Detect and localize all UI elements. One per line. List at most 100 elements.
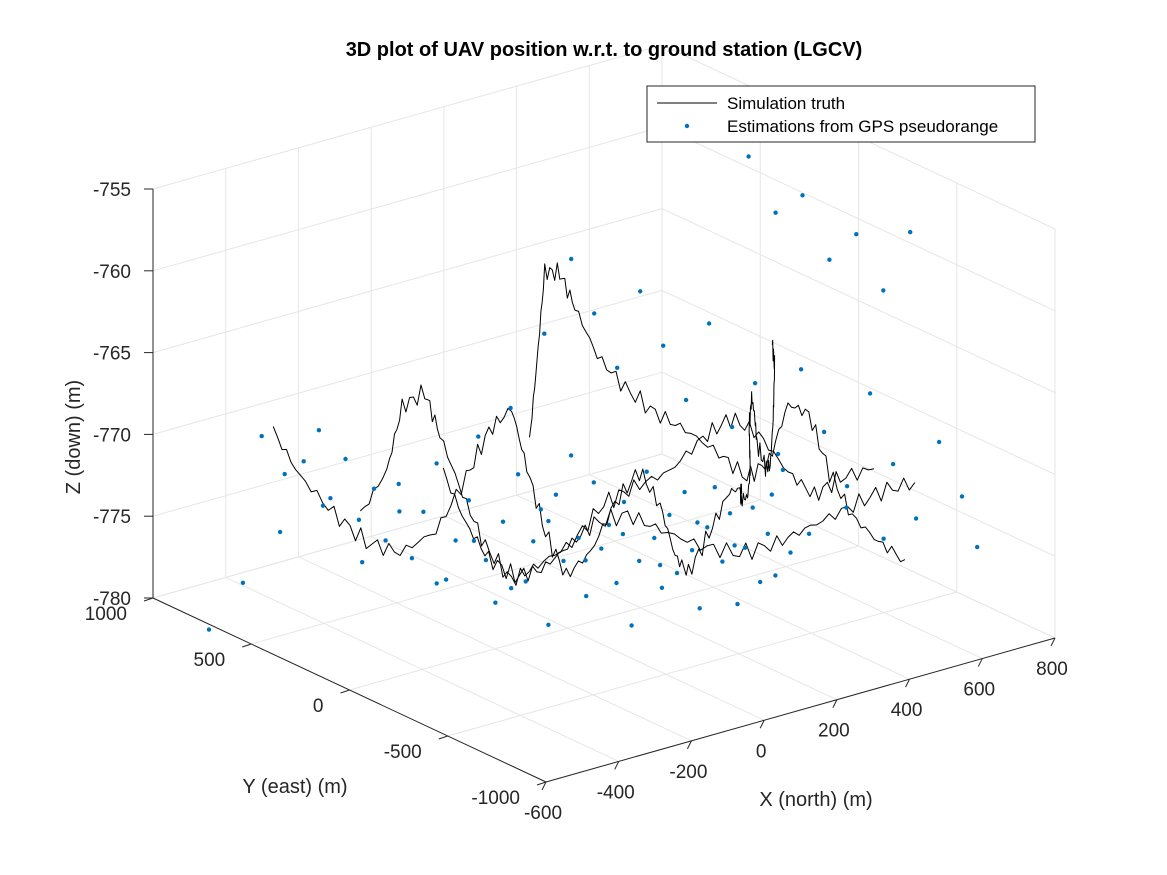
back-wall-grid-line	[152, 208, 663, 354]
legend-box	[646, 85, 1036, 143]
estimate-point	[798, 367, 804, 372]
estimate-point	[561, 558, 566, 564]
estimate-point	[908, 229, 913, 235]
x-tick-label: -200	[669, 762, 707, 783]
estimate-point	[523, 579, 528, 584]
estimate-point	[356, 517, 362, 522]
estimate-point	[476, 434, 481, 439]
estimate-point	[568, 453, 574, 458]
estimate-point	[421, 509, 426, 514]
estimate-point	[806, 531, 812, 536]
estimate-point	[881, 288, 886, 293]
legend: Simulation truth Estimations from GPS ps…	[646, 85, 1036, 143]
estimate-point	[821, 429, 827, 435]
estimate-point	[637, 558, 642, 564]
estimate-point	[466, 498, 471, 503]
x-tick-mark	[832, 699, 838, 708]
estimate-point	[320, 503, 326, 508]
z-tick-label: -770	[93, 425, 131, 446]
estimate-point	[328, 496, 333, 501]
estimate-point	[769, 492, 774, 497]
estimate-point	[614, 580, 619, 586]
side-wall-grid-line	[661, 371, 1056, 557]
estimate-point	[729, 424, 735, 430]
estimate-point	[890, 461, 896, 467]
estimate-point	[683, 397, 689, 403]
estimate-point	[936, 439, 942, 445]
x-tick-label: 0	[756, 741, 767, 762]
estimate-point	[508, 405, 513, 411]
y-tick-mark	[536, 781, 547, 786]
estimate-point	[606, 522, 612, 528]
estimate-point	[788, 550, 793, 555]
side-wall-grid-line	[661, 208, 1056, 394]
tick-marks	[143, 188, 1056, 791]
estimate-point	[674, 570, 680, 576]
back-wall-grid-line	[152, 44, 663, 190]
estimate-point	[727, 511, 733, 516]
estimate-point	[591, 480, 596, 485]
estimate-point	[844, 505, 849, 510]
estimate-point	[752, 381, 758, 386]
estimate-point	[644, 469, 649, 474]
estimate-point	[583, 558, 588, 563]
x-tick-label: 400	[891, 700, 923, 721]
estimate-point	[576, 535, 581, 541]
back-wall-grid-line	[152, 453, 663, 599]
estimate-point	[434, 581, 439, 586]
estimate-point	[515, 472, 521, 477]
estimate-point	[705, 525, 710, 530]
estimate-point	[773, 573, 778, 578]
estimate-point	[732, 543, 737, 548]
estimate-point	[546, 518, 551, 524]
estimate-point	[697, 606, 702, 611]
legend-label-estimates: Estimations from GPS pseudorange	[727, 117, 998, 136]
estimate-point	[453, 538, 458, 543]
estimate-point	[775, 451, 781, 457]
chart-title: 3D plot of UAV position w.r.t. to ground…	[346, 39, 863, 61]
estimate-point	[746, 154, 751, 159]
estimate-point	[599, 546, 604, 551]
estimate-point	[569, 256, 574, 262]
estimate-point	[780, 467, 786, 473]
estimate-point	[383, 538, 388, 543]
estimate-point	[396, 481, 401, 487]
estimate-point	[592, 311, 597, 316]
estimate-point	[867, 391, 873, 396]
z-axis-label: Z (down) (m)	[63, 380, 85, 494]
y-tick-label: -1000	[471, 788, 520, 809]
x-tick-mark	[759, 720, 765, 729]
side-wall-grid-line	[661, 289, 1056, 475]
estimate-point	[652, 535, 657, 541]
estimate-point	[615, 365, 620, 370]
x-tick-label: 800	[1036, 659, 1068, 680]
x-tick-label: -400	[597, 782, 635, 803]
estimate-point	[409, 556, 415, 561]
estimate-point	[621, 499, 627, 505]
back-wall-grid-line	[152, 371, 663, 517]
estimate-point	[758, 579, 763, 585]
estimate-point	[397, 509, 402, 514]
estimate-point	[546, 622, 551, 627]
estimate-point	[667, 512, 672, 518]
estimate-point	[531, 539, 536, 544]
estimate-point	[827, 257, 832, 262]
estimate-point	[240, 580, 246, 585]
estimate-point	[316, 428, 322, 433]
estimate-point	[682, 489, 687, 495]
estimate-point	[471, 538, 477, 543]
estimate-point	[661, 343, 666, 348]
back-wall-grid-line	[152, 289, 663, 435]
plot-data	[206, 154, 980, 632]
estimate-point	[584, 593, 589, 599]
estimate-point	[493, 600, 498, 605]
estimate-point	[854, 232, 859, 237]
estimate-point	[282, 471, 287, 477]
side-wall-grid-line	[661, 453, 1056, 639]
estimate-point	[371, 486, 377, 491]
truth-trajectory-line	[442, 467, 916, 584]
estimate-point	[765, 531, 770, 536]
floor-grid-line	[251, 499, 761, 645]
grid-lines	[152, 44, 1056, 783]
